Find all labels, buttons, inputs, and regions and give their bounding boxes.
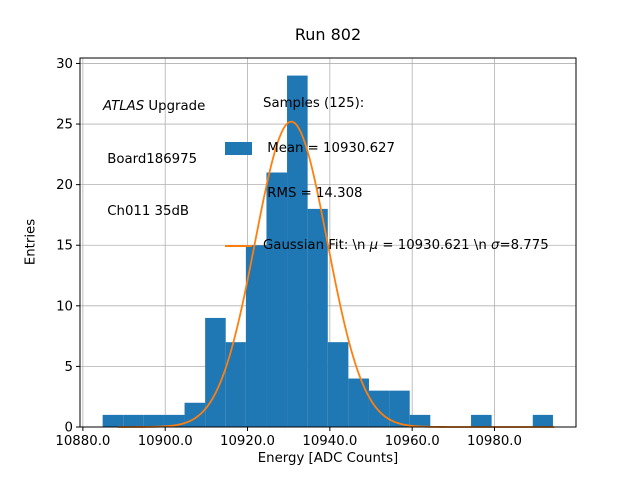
x-tick-label: 10920.0 — [220, 434, 275, 449]
histogram-bar — [327, 342, 349, 427]
x-tick-label: 10940.0 — [302, 434, 357, 449]
histogram-bar — [143, 414, 164, 427]
histogram-bar — [348, 378, 369, 427]
y-tick-label: 25 — [56, 118, 73, 133]
histogram-bar — [205, 317, 226, 427]
fit-line-swatch — [225, 244, 252, 247]
x-tick-label: 10980.0 — [467, 434, 522, 449]
annotation-line-channel: Ch011 35dB — [103, 204, 190, 219]
y-tick-label: 15 — [56, 239, 73, 254]
sigma-symbol: σ — [491, 238, 500, 253]
experiment-name: ATLAS — [103, 99, 145, 114]
axes-spines — [79, 57, 577, 428]
histogram-bar — [368, 390, 390, 427]
annotation-line-board: Board186975 — [103, 151, 198, 167]
samples-label: Samples (125): Mean = 10930.627 RMS = 14… — [263, 66, 395, 231]
chart-title: Run 802 — [294, 25, 362, 44]
gaussian-fit-label: Gaussian Fit: \n μ = 10930.621 \n σ=8.77… — [263, 238, 549, 253]
samples-color-swatch — [225, 142, 252, 155]
histogram-bar — [389, 390, 410, 427]
x-tick-label: 10900.0 — [138, 434, 193, 449]
x-tick-label: 10880.0 — [55, 434, 110, 449]
histogram-bar — [532, 414, 553, 427]
fit-label-prefix: Gaussian Fit: \n — [263, 238, 370, 253]
y-tick-label: 0 — [65, 421, 73, 436]
y-axis-label: Entries — [23, 218, 39, 266]
samples-label-line1: Samples (125): — [263, 96, 365, 111]
histogram-bar — [123, 414, 144, 427]
histogram-bar — [184, 402, 206, 427]
samples-label-mean: Mean = 10930.627 — [263, 141, 395, 156]
histogram-bar — [471, 414, 492, 427]
x-axis-label: Energy [ADC Counts] — [257, 451, 399, 466]
y-tick-label: 30 — [56, 57, 73, 72]
legend: Samples (125): Mean = 10930.627 RMS = 14… — [225, 66, 549, 260]
experiment-suffix: Upgrade — [144, 99, 206, 114]
mu-symbol: μ — [369, 238, 379, 253]
y-tick-label: 5 — [65, 360, 73, 375]
histogram-bar — [307, 208, 328, 427]
samples-label-rms: RMS = 14.308 — [263, 186, 363, 201]
fit-label-sigma-value: =8.775 — [499, 238, 549, 253]
histogram-bar — [245, 245, 267, 427]
histogram-bar — [409, 414, 431, 427]
histogram-bar — [225, 342, 246, 427]
fit-label-mu-value: = 10930.621 \n — [378, 238, 492, 253]
histogram-bar — [287, 75, 308, 427]
legend-item-samples: Samples (125): Mean = 10930.627 RMS = 14… — [225, 66, 549, 231]
annotation-line-experiment: ATLAS Upgrade — [103, 98, 205, 116]
histogram-bar — [102, 414, 124, 427]
y-tick-label: 20 — [56, 178, 73, 193]
histogram-bar — [266, 172, 288, 427]
annotation-box: ATLAS Upgrade Board186975 Ch011 35dB — [103, 63, 205, 256]
x-tick-label: 10960.0 — [385, 434, 440, 449]
y-tick-label: 10 — [56, 299, 73, 314]
legend-item-gaussian-fit: Gaussian Fit: \n μ = 10930.621 \n σ=8.77… — [225, 238, 549, 253]
